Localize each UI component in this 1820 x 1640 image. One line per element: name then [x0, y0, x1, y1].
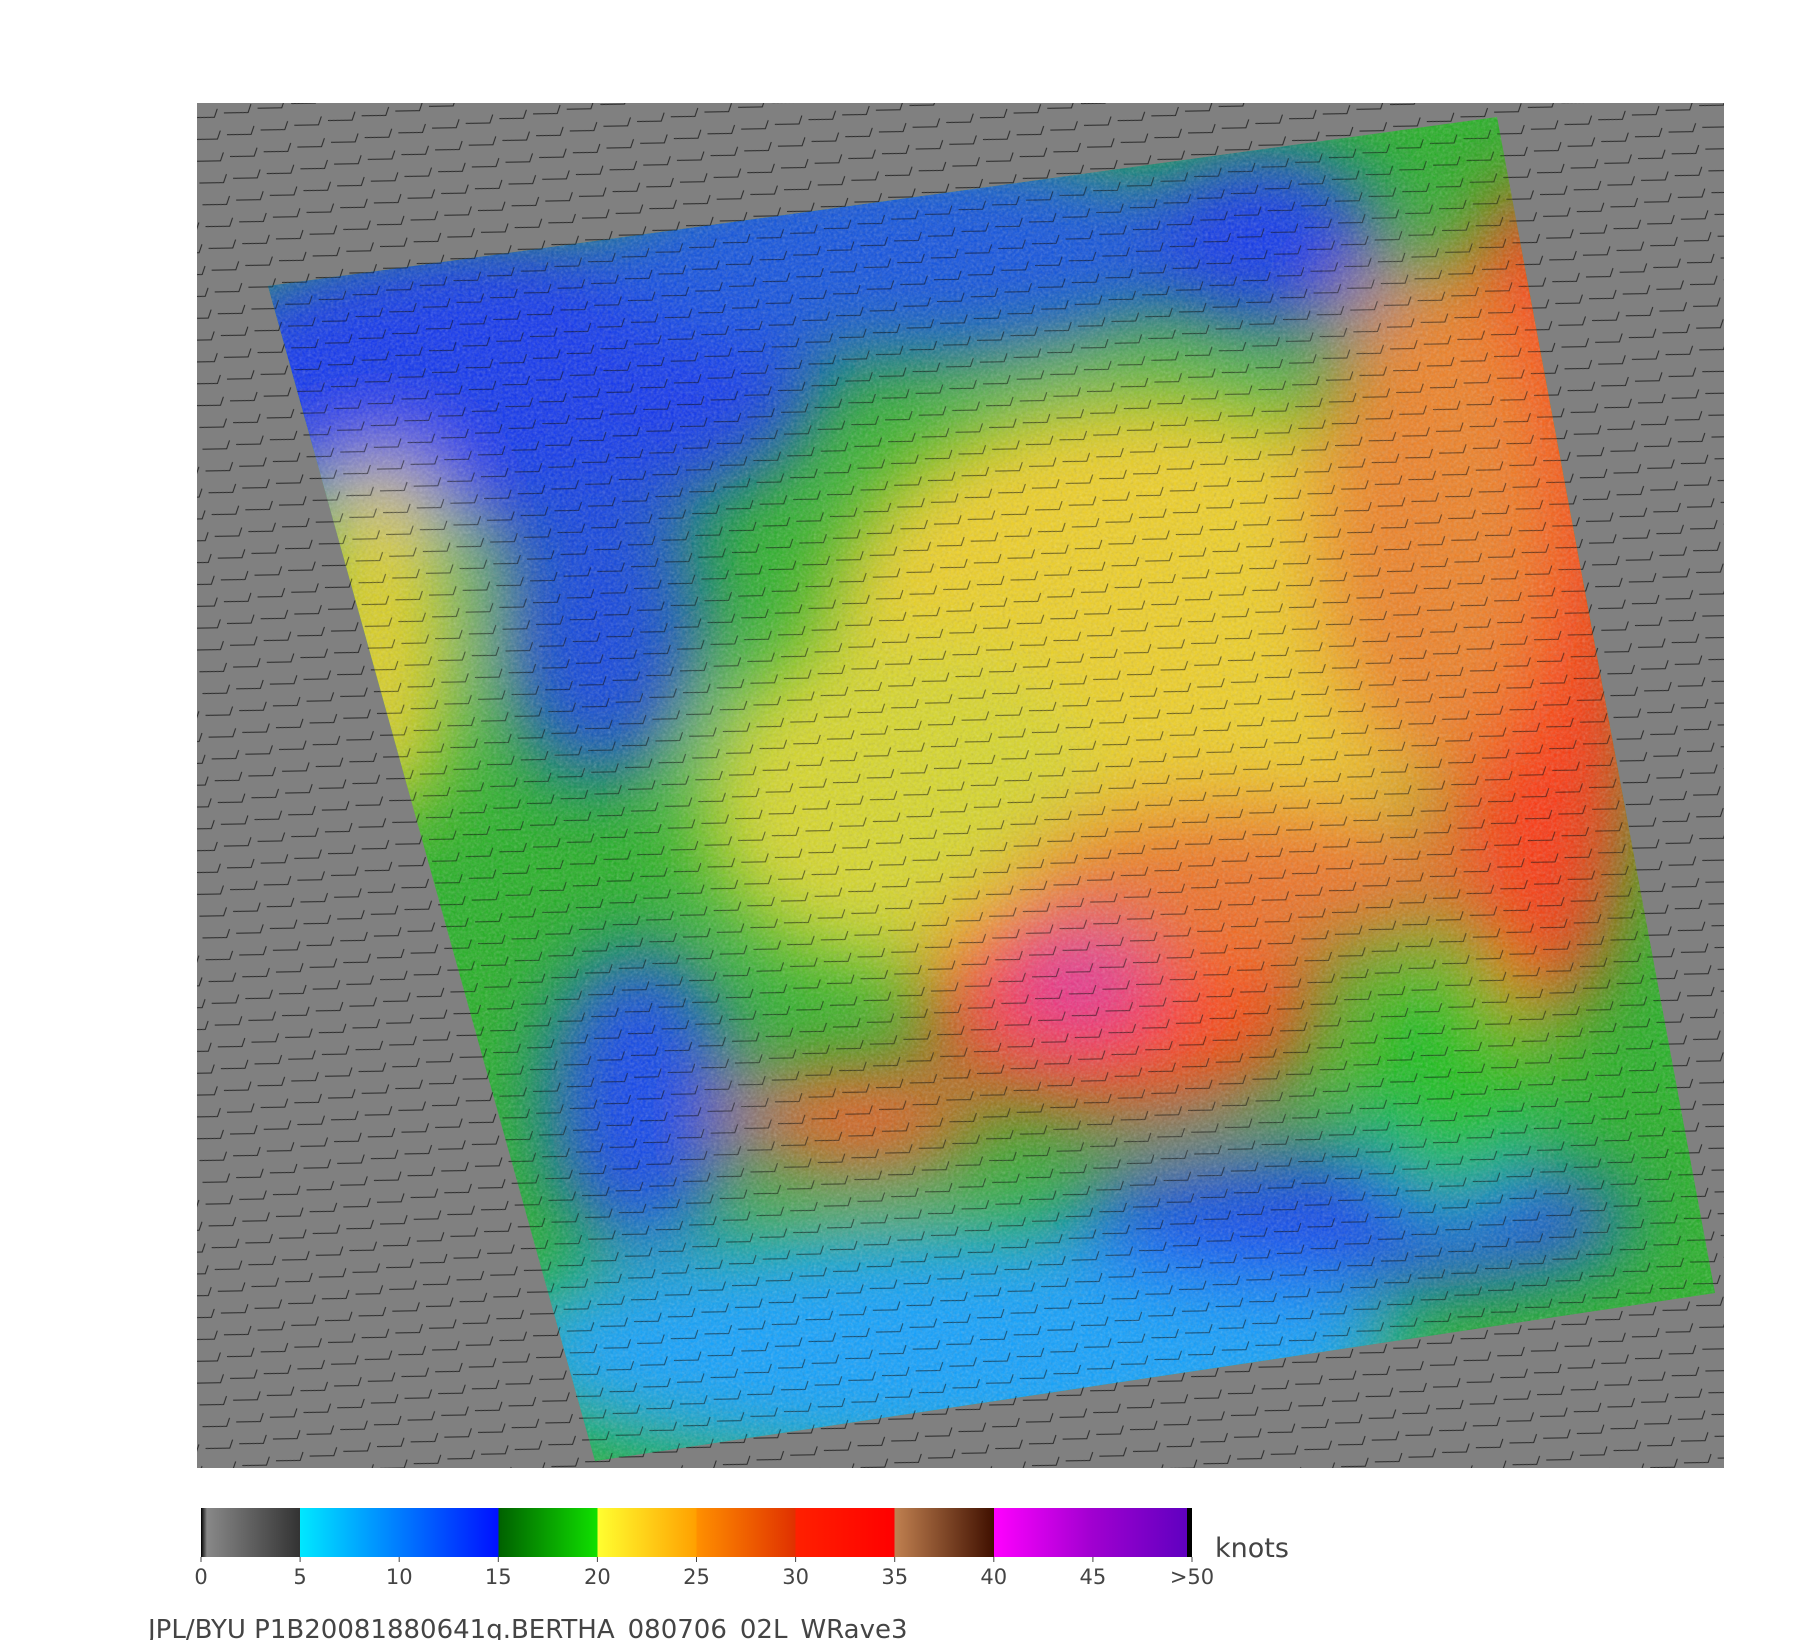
tick-label: 10: [386, 1565, 413, 1589]
colorbar-unit: knots: [1215, 1533, 1289, 1564]
caption: JPL/BYU P1B20081880641q.BERTHA_080706_02…: [146, 1615, 908, 1640]
colorbar: [201, 1508, 1192, 1557]
tick-label: 35: [881, 1565, 908, 1589]
tick-label: 30: [782, 1565, 809, 1589]
tick-label: 15: [485, 1565, 512, 1589]
tick-label: 40: [980, 1565, 1007, 1589]
tick-label: >50: [1170, 1565, 1214, 1589]
tick-label: 25: [683, 1565, 710, 1589]
tick-label: 5: [293, 1565, 306, 1589]
tick-label: 20: [584, 1565, 611, 1589]
tick-label: 0: [194, 1565, 207, 1589]
tick-label: 45: [1080, 1565, 1107, 1589]
